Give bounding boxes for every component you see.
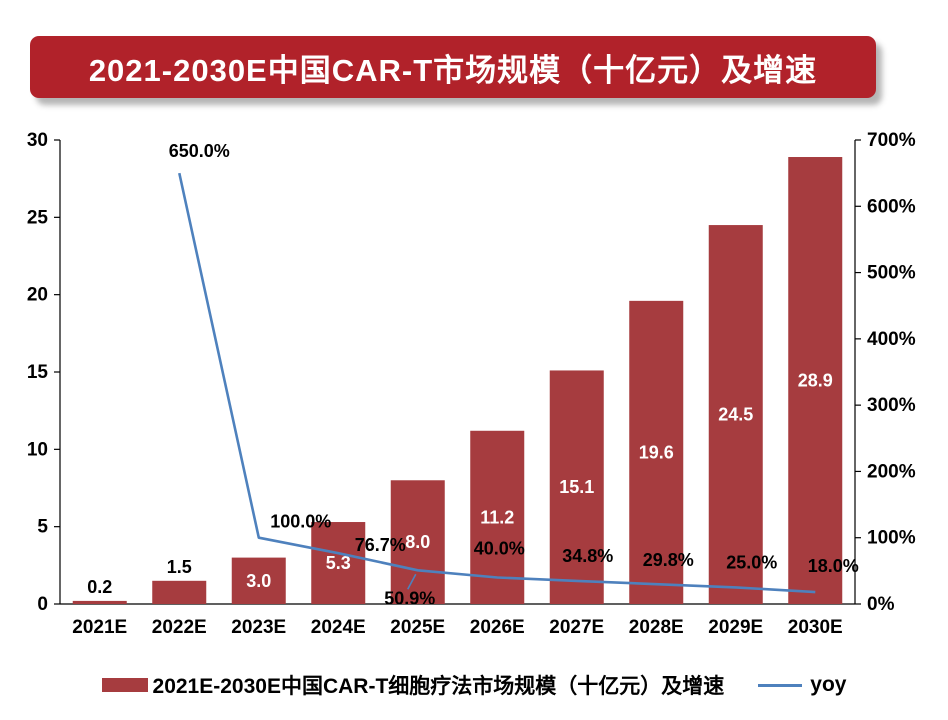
right-axis-tick-label: 300%	[867, 395, 916, 416]
right-axis-tick-label: 0%	[867, 594, 895, 615]
x-axis-category-label: 2030E	[788, 617, 843, 638]
bar-value-label: 15.1	[559, 477, 594, 497]
x-axis-category-label: 2022E	[152, 617, 207, 638]
left-axis-tick-label: 25	[27, 207, 49, 228]
left-axis-tick-label: 0	[37, 594, 48, 615]
left-axis-tick-label: 5	[37, 517, 48, 538]
bar-value-label: 19.6	[639, 442, 674, 462]
yoy-point-label: 40.0%	[474, 538, 525, 558]
left-axis-tick-label: 10	[27, 439, 48, 460]
right-axis-tick-label: 400%	[867, 329, 916, 350]
chart-title-banner: 2021-2030E中国CAR-T市场规模（十亿元）及增速	[30, 36, 876, 98]
bar-value-label: 24.5	[718, 405, 753, 425]
bar-value-label: 5.3	[326, 553, 351, 573]
x-axis-category-label: 2025E	[390, 617, 445, 638]
right-axis-tick-label: 700%	[867, 130, 916, 151]
right-axis-tick-label: 200%	[867, 461, 916, 482]
legend-line-label: yoy	[810, 673, 847, 696]
left-axis-tick-label: 15	[27, 362, 49, 383]
yoy-point-label: 34.8%	[562, 546, 613, 566]
bar-2029E	[708, 225, 763, 605]
bar-2027E	[549, 370, 604, 604]
bar-2021E	[72, 600, 127, 604]
chart-title: 2021-2030E中国CAR-T市场规模（十亿元）及增速	[88, 52, 818, 88]
legend-line-swatch	[758, 683, 803, 687]
x-axis-category-label: 2027E	[549, 617, 604, 638]
bar-2025E	[390, 480, 445, 604]
bar-value-label: 28.9	[798, 371, 833, 391]
right-axis-tick-label: 500%	[867, 263, 916, 284]
yoy-point-label: 100.0%	[270, 512, 331, 532]
right-axis-tick-label: 600%	[867, 196, 916, 217]
bar-value-label: 1.5	[167, 557, 192, 577]
legend-bar-swatch	[101, 678, 148, 692]
bar-value-label: 3.0	[246, 571, 271, 591]
x-axis-category-label: 2021E	[72, 617, 127, 638]
left-axis-tick-label: 30	[27, 130, 48, 151]
legend: 2021E-2030E中国CAR-T细胞疗法市场规模（十亿元）及增速 yoy	[0, 670, 948, 700]
bar-2024E	[311, 522, 366, 604]
right-axis-tick-label: 100%	[867, 528, 916, 549]
bar-2030E	[788, 157, 843, 604]
bar-2023E	[231, 557, 286, 604]
yoy-point-label: 25.0%	[726, 552, 777, 572]
bar-value-label: 11.2	[480, 507, 514, 527]
yoy-point-label: 29.8%	[643, 550, 694, 570]
left-axis-tick-label: 20	[27, 285, 48, 306]
legend-bar-label: 2021E-2030E中国CAR-T细胞疗法市场规模（十亿元）及增速	[152, 675, 725, 698]
yoy-point-label: 18.0%	[808, 556, 859, 576]
x-axis-category-label: 2029E	[708, 617, 763, 638]
x-axis-category-label: 2024E	[311, 617, 366, 638]
yoy-point-label: 76.7%	[355, 535, 406, 555]
x-axis-category-label: 2028E	[629, 617, 684, 638]
yoy-line	[178, 172, 816, 594]
bar-2028E	[629, 300, 684, 604]
x-axis-category-label: 2023E	[231, 617, 286, 638]
yoy-point-label: 50.9%	[384, 588, 435, 608]
bar-value-label: 0.2	[87, 577, 112, 597]
yoy-point-label: 650.0%	[169, 141, 230, 161]
x-axis-category-label: 2026E	[470, 617, 525, 638]
bar-2022E	[152, 580, 207, 604]
yoy-leader-line	[407, 573, 417, 590]
bar-value-label: 8.0	[405, 532, 430, 552]
